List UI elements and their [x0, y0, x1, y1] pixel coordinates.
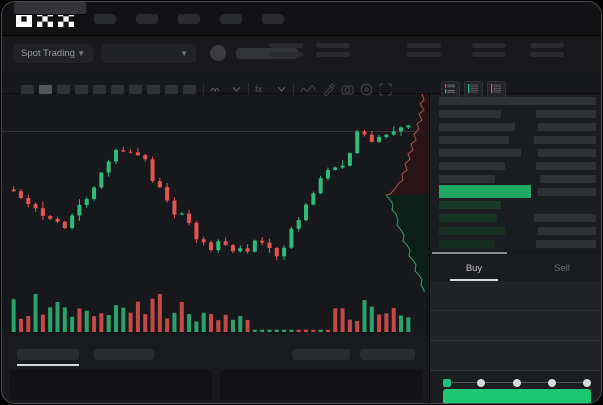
svg-text:fx: fx [255, 84, 263, 94]
